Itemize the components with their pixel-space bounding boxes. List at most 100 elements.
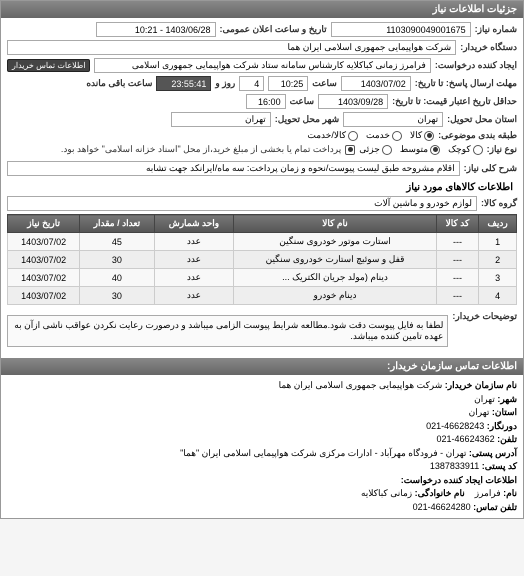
remaining-suffix: ساعت باقی مانده <box>86 78 152 89</box>
table-cell: دینام خودرو <box>234 287 436 305</box>
table-cell: --- <box>436 233 479 251</box>
deadline-date: 1403/07/02 <box>341 76 411 91</box>
creator-family: زمانی کباکلایه <box>361 488 412 498</box>
radio-icon <box>348 131 358 141</box>
request-number: 1103090049001675 <box>331 22 471 37</box>
contact-button[interactable]: اطلاعات تماس خریدار <box>7 59 90 72</box>
remaining-days: 4 <box>239 76 264 91</box>
table-cell: 1 <box>479 233 517 251</box>
table-body: 1---استارت موتور خودروی سنگینعدد451403/0… <box>8 233 517 305</box>
org-state: تهران <box>469 407 490 417</box>
table-cell: استارت موتور خودروی سنگین <box>234 233 436 251</box>
deadline-time-label: ساعت <box>312 78 337 89</box>
table-cell: 1403/07/02 <box>8 269 80 287</box>
deadline-label: مهلت ارسال پاسخ: تا تاریخ: <box>415 78 517 89</box>
radio-icon <box>382 145 392 155</box>
requester-label: ایجاد کننده درخواست: <box>435 60 517 71</box>
th-name: نام کالا <box>234 215 436 233</box>
org-city-label: شهر: <box>497 394 517 404</box>
table-cell: عدد <box>154 269 234 287</box>
creator-header: اطلاعات ایجاد کننده درخواست: <box>401 475 517 485</box>
table-cell: عدد <box>154 251 234 269</box>
remaining-days-label: روز و <box>215 78 235 89</box>
table-cell: قفل و سوئیچ استارت خودروی سنگین <box>234 251 436 269</box>
th-unit: واحد شمارش <box>154 215 234 233</box>
table-cell: 1403/07/02 <box>8 251 80 269</box>
address-label: آدرس پستی: <box>469 448 517 458</box>
desc-label: شرح کلی نیاز: <box>464 163 517 174</box>
table-row: 2---قفل و سوئیچ استارت خودروی سنگینعدد30… <box>8 251 517 269</box>
org-name-label: نام سازمان خریدار: <box>445 380 517 390</box>
org-name: شرکت هواپیمایی جمهوری اسلامی ایران هما <box>279 380 443 390</box>
radio-icon <box>473 145 483 155</box>
creator-phone-label: تلفن تماس: <box>473 502 517 512</box>
table-cell: عدد <box>154 233 234 251</box>
payment-checkbox[interactable] <box>345 145 355 155</box>
remaining-time: 23:55:41 <box>156 76 211 91</box>
fax-label: دورنگار: <box>487 421 517 431</box>
org-state-label: استان: <box>492 407 517 417</box>
table-cell: 45 <box>80 233 154 251</box>
deadline-time: 10:25 <box>268 76 308 91</box>
buyer-note-label: توضیحات خریدار: <box>452 311 517 322</box>
radio-small[interactable]: کوچک <box>448 144 483 155</box>
org-city: تهران <box>474 394 495 404</box>
table-cell: 30 <box>80 251 154 269</box>
postal-label: کد پستی: <box>482 461 517 471</box>
postal: 1387833911 <box>430 461 479 471</box>
radio-goods[interactable]: کالا <box>410 130 434 141</box>
table-row: 4---دینام خودروعدد301403/07/02 <box>8 287 517 305</box>
group-label: گروه کالا: <box>481 198 517 209</box>
table-cell: دینام (مولد جریان الکتریک ... <box>234 269 436 287</box>
creator-phone: 46624280-021 <box>413 502 471 512</box>
form-area: شماره نیاز: 1103090049001675 تاریخ و ساع… <box>1 18 523 358</box>
validity-time: 16:00 <box>246 94 286 109</box>
radio-medium[interactable]: متوسط <box>400 144 440 155</box>
package-label: طبقه بندی موضوعی: <box>438 130 517 141</box>
datetime-label: تاریخ و ساعت اعلان عمومی: <box>220 24 327 35</box>
validity-time-label: ساعت <box>290 96 315 107</box>
main-panel: جزئیات اطلاعات نیاز شماره نیاز: 11030900… <box>0 0 524 519</box>
table-row: 1---استارت موتور خودروی سنگینعدد451403/0… <box>8 233 517 251</box>
goods-section-title: اطلاعات کالاهای مورد نیاز <box>7 182 517 193</box>
size-radio-group: کوچک متوسط جزئی <box>359 144 482 155</box>
creator-name: فرامرز <box>475 488 501 498</box>
th-row: ردیف <box>479 215 517 233</box>
group: لوازم خودرو و ماشین آلات <box>7 196 477 211</box>
creator-name-label: نام: <box>503 488 517 498</box>
table-cell: 1403/07/02 <box>8 287 80 305</box>
table-header-row: ردیف کد کالا نام کالا واحد شمارش تعداد /… <box>8 215 517 233</box>
phone: 46624362-021 <box>437 434 495 444</box>
validity-label: حداقل تاریخ اعتبار قیمت: تا تاریخ: <box>392 96 517 107</box>
th-code: کد کالا <box>436 215 479 233</box>
fax: 46628243-021 <box>426 421 484 431</box>
th-qty: تعداد / مقدار <box>80 215 154 233</box>
table-cell: --- <box>436 251 479 269</box>
phone-label: تلفن: <box>497 434 517 444</box>
payment-note: پرداخت تمام یا بخشی از مبلغ خرید،از محل … <box>61 144 341 155</box>
datetime: 1403/06/28 - 10:21 <box>96 22 216 37</box>
request-number-label: شماره نیاز: <box>475 24 517 35</box>
creator-family-label: نام خانوادگی: <box>415 488 465 498</box>
table-cell: 40 <box>80 269 154 287</box>
buyer-company: شرکت هواپیمایی جمهوری اسلامی ایران هما <box>7 40 456 55</box>
panel-title: جزئیات اطلاعات نیاز <box>1 1 523 18</box>
table-cell: --- <box>436 287 479 305</box>
requester: فرامرز زمانی کباکلایه کارشناس سامانه ستا… <box>94 58 430 73</box>
state: تهران <box>343 112 443 127</box>
radio-partial[interactable]: جزئی <box>359 144 392 155</box>
goods-table: ردیف کد کالا نام کالا واحد شمارش تعداد /… <box>7 214 517 305</box>
radio-icon <box>430 145 440 155</box>
table-cell: 1403/07/02 <box>8 233 80 251</box>
desc: اقلام مشروحه طبق لیست پیوست/نحوه و زمان … <box>7 161 460 176</box>
radio-service[interactable]: خدمت <box>366 130 402 141</box>
city: تهران <box>171 112 271 127</box>
table-cell: 3 <box>479 269 517 287</box>
table-cell: --- <box>436 269 479 287</box>
radio-both[interactable]: کالا/خدمت <box>307 130 358 141</box>
table-cell: 4 <box>479 287 517 305</box>
state-label: استان محل تحویل: <box>447 114 517 125</box>
size-label: نوع نیاز: <box>487 144 517 155</box>
buyer-note: لطفا به فایل پیوست دقت شود.مطالعه شرایط … <box>7 315 448 347</box>
th-date: تاریخ نیاز <box>8 215 80 233</box>
